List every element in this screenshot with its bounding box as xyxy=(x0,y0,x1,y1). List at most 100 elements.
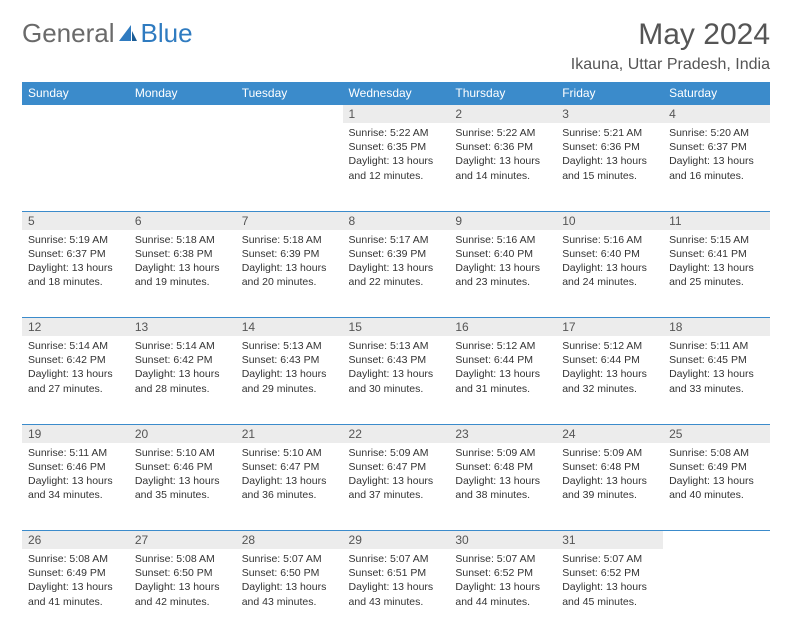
sunset-line: Sunset: 6:40 PM xyxy=(562,247,657,261)
day-data: Sunrise: 5:11 AMSunset: 6:46 PMDaylight:… xyxy=(22,443,129,507)
week-data-row: Sunrise: 5:08 AMSunset: 6:49 PMDaylight:… xyxy=(22,549,770,637)
location-subtitle: Ikauna, Uttar Pradesh, India xyxy=(571,56,770,74)
day-number-cell: 21 xyxy=(236,424,343,443)
day-data-cell xyxy=(129,123,236,211)
day-data-cell: Sunrise: 5:08 AMSunset: 6:50 PMDaylight:… xyxy=(129,549,236,637)
day-data-cell xyxy=(236,123,343,211)
day-data: Sunrise: 5:13 AMSunset: 6:43 PMDaylight:… xyxy=(236,336,343,400)
daylight-line: Daylight: 13 hours and 24 minutes. xyxy=(562,261,657,289)
sunset-line: Sunset: 6:50 PM xyxy=(135,566,230,580)
logo-sail-icon xyxy=(117,23,139,45)
day-data: Sunrise: 5:19 AMSunset: 6:37 PMDaylight:… xyxy=(22,230,129,294)
day-data: Sunrise: 5:07 AMSunset: 6:52 PMDaylight:… xyxy=(556,549,663,613)
day-number: 14 xyxy=(236,318,343,336)
day-number-cell xyxy=(22,105,129,124)
sunset-line: Sunset: 6:46 PM xyxy=(28,460,123,474)
day-data-cell: Sunrise: 5:16 AMSunset: 6:40 PMDaylight:… xyxy=(556,230,663,318)
sunrise-line: Sunrise: 5:13 AM xyxy=(349,339,444,353)
day-number: 30 xyxy=(449,531,556,549)
day-number-cell: 15 xyxy=(343,318,450,337)
day-number: 24 xyxy=(556,425,663,443)
daylight-line: Daylight: 13 hours and 37 minutes. xyxy=(349,474,444,502)
day-data-cell: Sunrise: 5:08 AMSunset: 6:49 PMDaylight:… xyxy=(22,549,129,637)
sunrise-line: Sunrise: 5:11 AM xyxy=(28,446,123,460)
day-data: Sunrise: 5:09 AMSunset: 6:47 PMDaylight:… xyxy=(343,443,450,507)
day-data-cell: Sunrise: 5:22 AMSunset: 6:35 PMDaylight:… xyxy=(343,123,450,211)
day-number xyxy=(22,105,129,123)
sunrise-line: Sunrise: 5:18 AM xyxy=(135,233,230,247)
day-number: 18 xyxy=(663,318,770,336)
logo-text-general: General xyxy=(22,18,115,49)
weekday-header: Wednesday xyxy=(343,82,450,105)
sunset-line: Sunset: 6:35 PM xyxy=(349,140,444,154)
sunrise-line: Sunrise: 5:16 AM xyxy=(455,233,550,247)
day-data-cell: Sunrise: 5:13 AMSunset: 6:43 PMDaylight:… xyxy=(236,336,343,424)
sunset-line: Sunset: 6:42 PM xyxy=(28,353,123,367)
day-number-cell: 2 xyxy=(449,105,556,124)
day-number: 1 xyxy=(343,105,450,123)
week-daynum-row: 12131415161718 xyxy=(22,318,770,337)
day-data: Sunrise: 5:10 AMSunset: 6:47 PMDaylight:… xyxy=(236,443,343,507)
day-data: Sunrise: 5:08 AMSunset: 6:50 PMDaylight:… xyxy=(129,549,236,613)
day-number-cell: 19 xyxy=(22,424,129,443)
sunrise-line: Sunrise: 5:15 AM xyxy=(669,233,764,247)
day-number-cell xyxy=(129,105,236,124)
day-data-cell: Sunrise: 5:07 AMSunset: 6:51 PMDaylight:… xyxy=(343,549,450,637)
day-data: Sunrise: 5:22 AMSunset: 6:35 PMDaylight:… xyxy=(343,123,450,187)
day-data-cell: Sunrise: 5:14 AMSunset: 6:42 PMDaylight:… xyxy=(22,336,129,424)
day-number-cell: 28 xyxy=(236,531,343,550)
sunrise-line: Sunrise: 5:22 AM xyxy=(349,126,444,140)
sunrise-line: Sunrise: 5:09 AM xyxy=(349,446,444,460)
day-number: 16 xyxy=(449,318,556,336)
day-data: Sunrise: 5:15 AMSunset: 6:41 PMDaylight:… xyxy=(663,230,770,294)
day-data: Sunrise: 5:21 AMSunset: 6:36 PMDaylight:… xyxy=(556,123,663,187)
daylight-line: Daylight: 13 hours and 45 minutes. xyxy=(562,580,657,608)
day-number-cell: 29 xyxy=(343,531,450,550)
sunset-line: Sunset: 6:49 PM xyxy=(669,460,764,474)
sunrise-line: Sunrise: 5:09 AM xyxy=(562,446,657,460)
sunrise-line: Sunrise: 5:10 AM xyxy=(135,446,230,460)
day-data: Sunrise: 5:12 AMSunset: 6:44 PMDaylight:… xyxy=(556,336,663,400)
daylight-line: Daylight: 13 hours and 31 minutes. xyxy=(455,367,550,395)
day-number: 27 xyxy=(129,531,236,549)
daylight-line: Daylight: 13 hours and 32 minutes. xyxy=(562,367,657,395)
sunrise-line: Sunrise: 5:17 AM xyxy=(349,233,444,247)
sunrise-line: Sunrise: 5:07 AM xyxy=(455,552,550,566)
day-number: 29 xyxy=(343,531,450,549)
daylight-line: Daylight: 13 hours and 34 minutes. xyxy=(28,474,123,502)
daylight-line: Daylight: 13 hours and 38 minutes. xyxy=(455,474,550,502)
day-data-cell: Sunrise: 5:21 AMSunset: 6:36 PMDaylight:… xyxy=(556,123,663,211)
day-data: Sunrise: 5:07 AMSunset: 6:52 PMDaylight:… xyxy=(449,549,556,613)
sunrise-line: Sunrise: 5:22 AM xyxy=(455,126,550,140)
sunset-line: Sunset: 6:47 PM xyxy=(242,460,337,474)
sunrise-line: Sunrise: 5:20 AM xyxy=(669,126,764,140)
sunset-line: Sunset: 6:40 PM xyxy=(455,247,550,261)
daylight-line: Daylight: 13 hours and 36 minutes. xyxy=(242,474,337,502)
sunset-line: Sunset: 6:45 PM xyxy=(669,353,764,367)
sunset-line: Sunset: 6:43 PM xyxy=(242,353,337,367)
header: General Blue May 2024 Ikauna, Uttar Prad… xyxy=(22,18,770,74)
weekday-header: Thursday xyxy=(449,82,556,105)
day-number xyxy=(129,105,236,123)
day-number: 9 xyxy=(449,212,556,230)
sunset-line: Sunset: 6:36 PM xyxy=(455,140,550,154)
day-number-cell: 26 xyxy=(22,531,129,550)
calendar-table: SundayMondayTuesdayWednesdayThursdayFrid… xyxy=(22,82,770,637)
day-data-cell: Sunrise: 5:07 AMSunset: 6:52 PMDaylight:… xyxy=(449,549,556,637)
day-number-cell: 18 xyxy=(663,318,770,337)
day-data: Sunrise: 5:07 AMSunset: 6:51 PMDaylight:… xyxy=(343,549,450,613)
daylight-line: Daylight: 13 hours and 20 minutes. xyxy=(242,261,337,289)
daylight-line: Daylight: 13 hours and 29 minutes. xyxy=(242,367,337,395)
logo: General Blue xyxy=(22,18,193,49)
daylight-line: Daylight: 13 hours and 16 minutes. xyxy=(669,154,764,182)
day-number-cell: 7 xyxy=(236,211,343,230)
month-title: May 2024 xyxy=(571,18,770,52)
sunrise-line: Sunrise: 5:08 AM xyxy=(669,446,764,460)
day-data: Sunrise: 5:09 AMSunset: 6:48 PMDaylight:… xyxy=(449,443,556,507)
day-number: 26 xyxy=(22,531,129,549)
sunrise-line: Sunrise: 5:18 AM xyxy=(242,233,337,247)
sunrise-line: Sunrise: 5:08 AM xyxy=(28,552,123,566)
day-number: 23 xyxy=(449,425,556,443)
day-data-cell: Sunrise: 5:11 AMSunset: 6:45 PMDaylight:… xyxy=(663,336,770,424)
weekday-header: Saturday xyxy=(663,82,770,105)
